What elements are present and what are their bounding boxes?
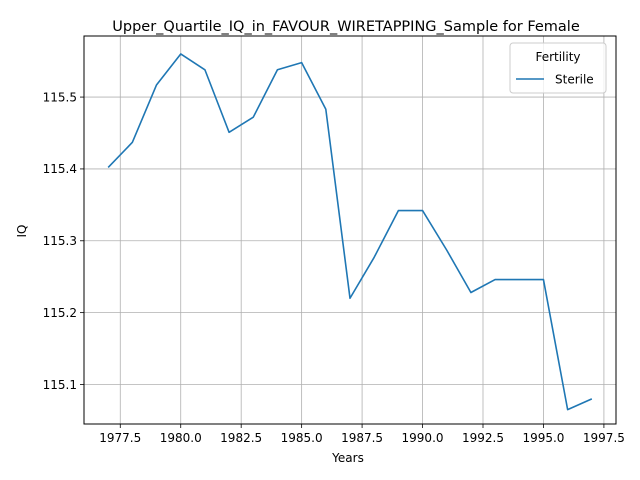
y-tick-label: 115.4 <box>43 162 77 176</box>
plot-area-frame <box>83 35 617 425</box>
x-tick-label: 1997.5 <box>583 431 625 445</box>
x-tick-label: 1990.0 <box>402 431 444 445</box>
x-tick-label: 1982.5 <box>220 431 262 445</box>
series-line-sterile <box>107 53 593 411</box>
legend-box <box>509 42 607 94</box>
x-axis-label: Years <box>331 451 364 465</box>
y-tick-label: 115.1 <box>43 378 77 392</box>
y-axis-label: IQ <box>15 225 29 238</box>
legend-entry-sterile: Sterile <box>555 73 594 87</box>
x-tick-label: 1977.5 <box>99 431 141 445</box>
legend: Fertility Sterile <box>509 42 607 94</box>
y-tick-label: 115.2 <box>43 306 77 320</box>
legend-title: Fertility <box>535 50 580 64</box>
y-tick-label: 115.3 <box>43 234 77 248</box>
y-tick-label: 115.5 <box>43 90 77 104</box>
x-axis-ticks: 1977.5 1980.0 1982.5 1985.0 1987.5 1990.0 1992… <box>99 424 625 445</box>
x-tick-label: 1992.5 <box>462 431 504 445</box>
y-axis-ticks: 115.1 115.2 115.3 115.4 115.5 <box>43 90 84 392</box>
x-tick-label: 1987.5 <box>341 431 383 445</box>
grid <box>84 36 616 424</box>
chart-title: Upper_Quartile_IQ_in_FAVOUR_WIRETAPPING_… <box>112 19 580 35</box>
x-tick-label: 1995.0 <box>522 431 564 445</box>
series-layer <box>107 53 593 411</box>
x-tick-label: 1985.0 <box>281 431 323 445</box>
x-tick-label: 1980.0 <box>160 431 202 445</box>
